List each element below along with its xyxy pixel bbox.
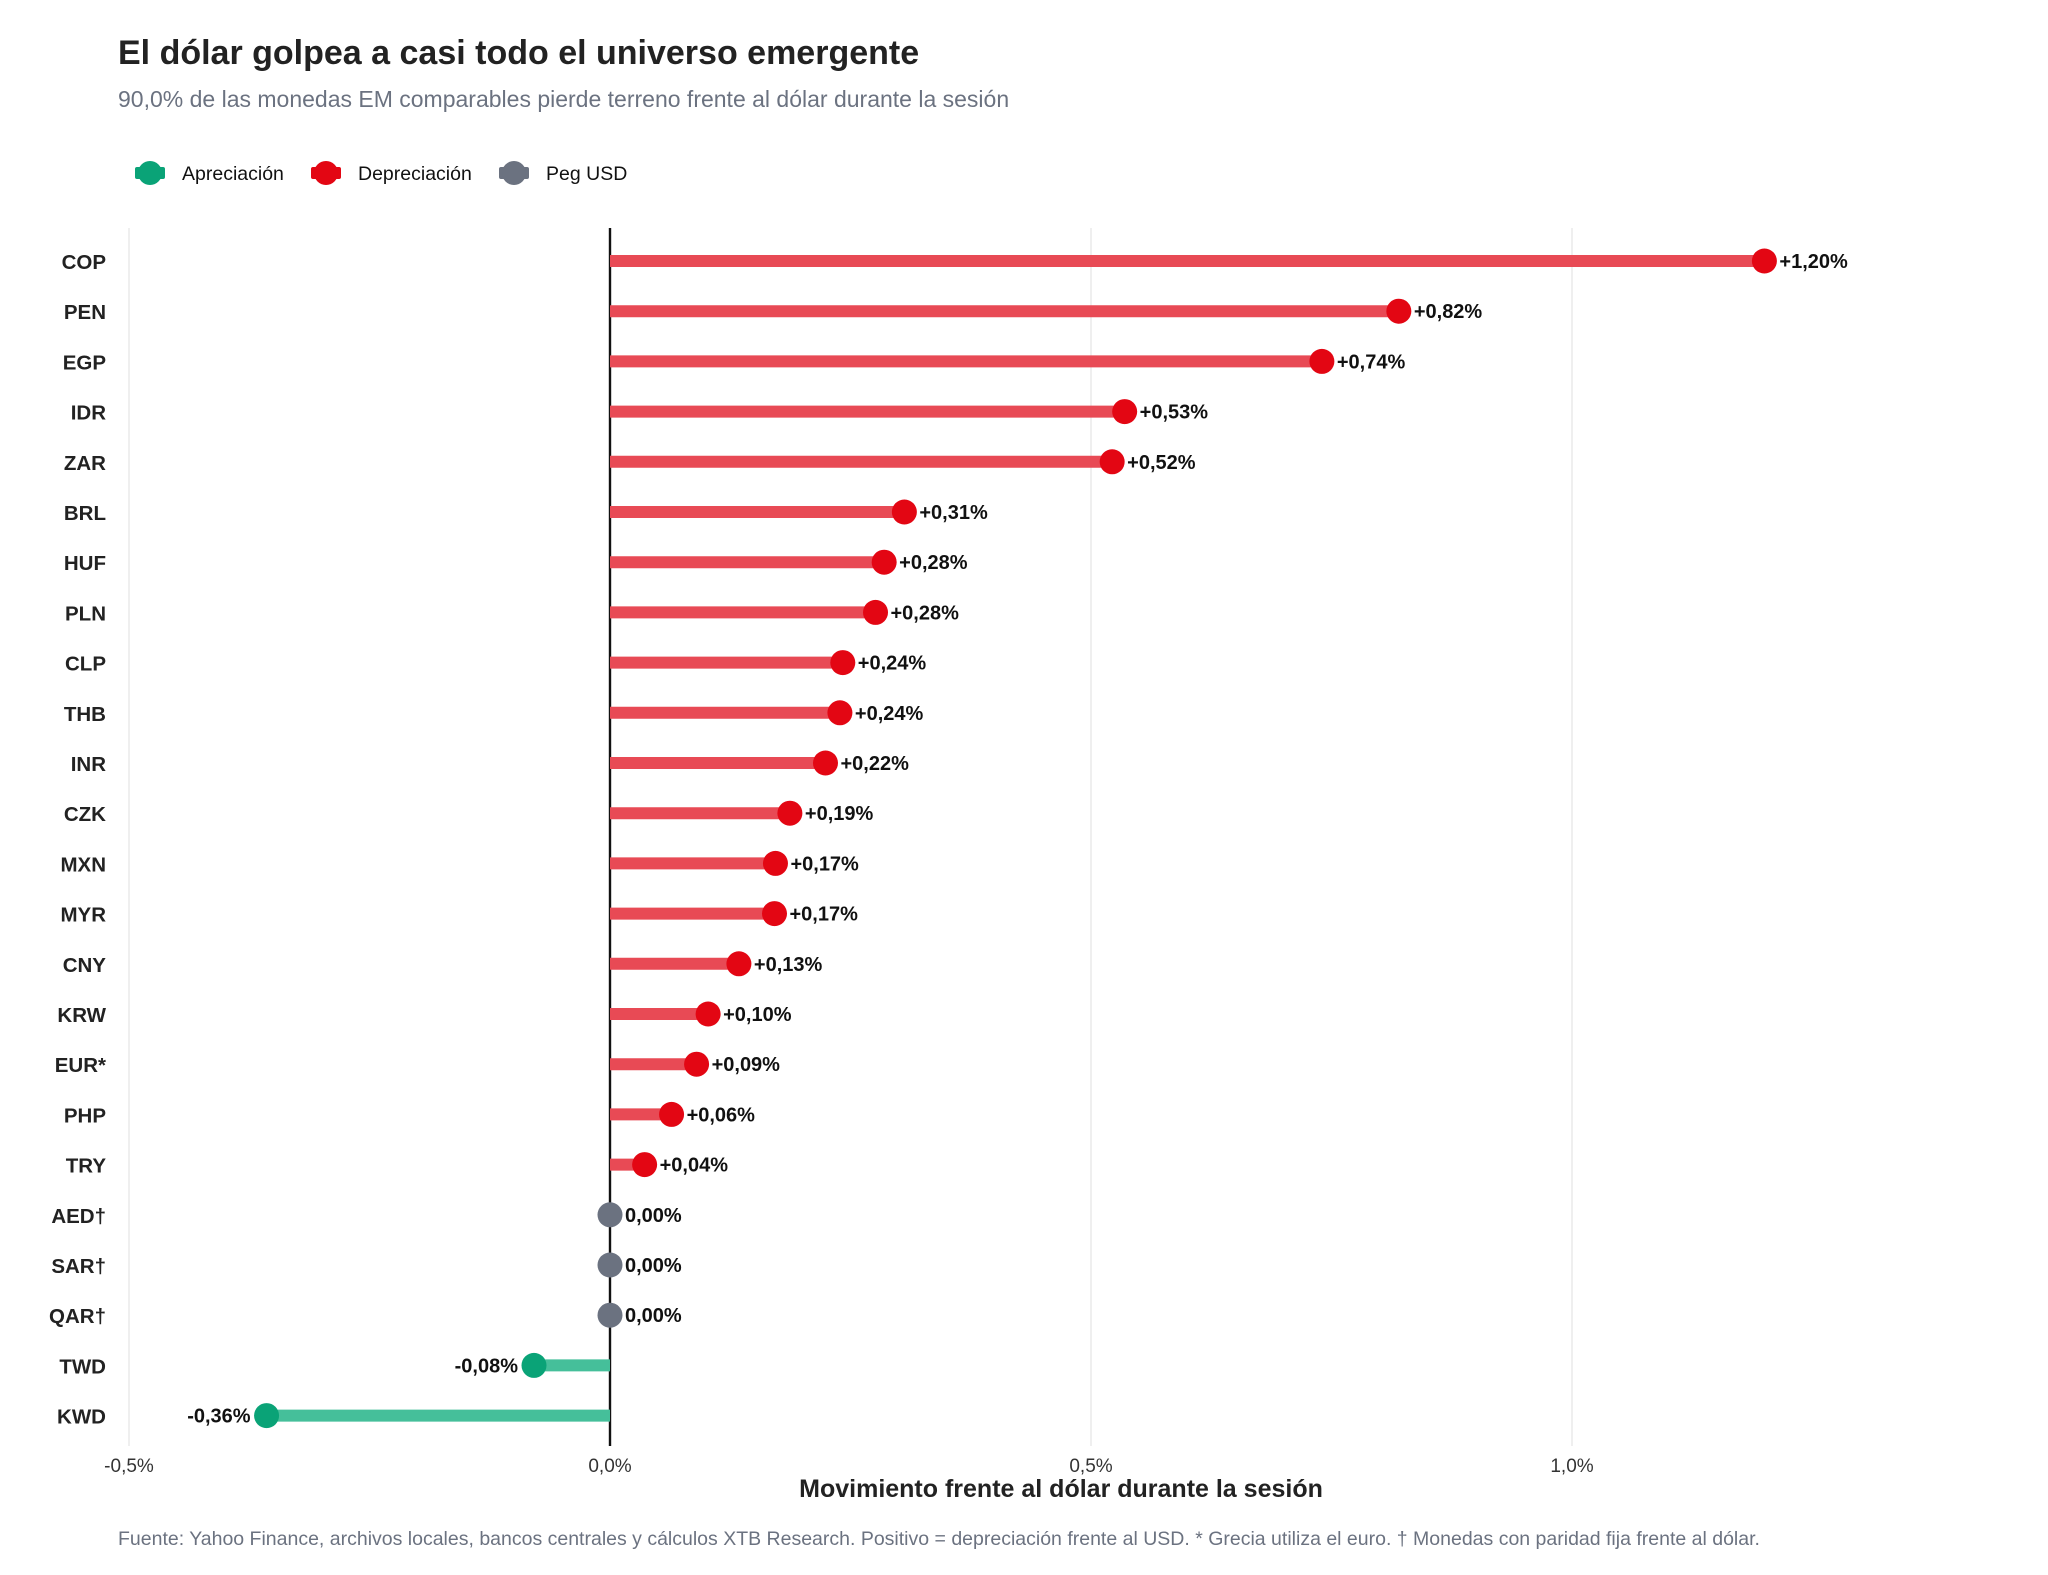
point-ZAR bbox=[1099, 449, 1125, 475]
category-label: PHP bbox=[64, 1104, 106, 1127]
point-KRW bbox=[695, 1001, 721, 1027]
category-label: TWD bbox=[59, 1355, 106, 1378]
value-label: +0,04% bbox=[660, 1155, 729, 1177]
category-label: KWD bbox=[57, 1406, 106, 1429]
value-label: +0,28% bbox=[899, 552, 968, 574]
point-AED† bbox=[597, 1202, 623, 1228]
value-labels: +1,20% +0,82% +0,74% +0,53% +0,52% +0,31% +0,2… bbox=[187, 251, 1848, 1428]
point-CNY bbox=[726, 951, 752, 977]
value-label: +0,52% bbox=[1127, 452, 1196, 474]
chart-subtitle: 90,0% de las monedas EM comparables pier… bbox=[118, 86, 1009, 112]
x-axis-title: Movimiento frente al dólar durante la se… bbox=[799, 1475, 1323, 1503]
point-TWD bbox=[521, 1352, 547, 1378]
point-COP bbox=[1751, 248, 1777, 274]
point-MXN bbox=[762, 850, 788, 876]
point-CZK bbox=[777, 800, 803, 826]
point-PLN bbox=[863, 599, 889, 625]
category-label: PEN bbox=[64, 301, 106, 324]
point-TRY bbox=[632, 1152, 658, 1178]
value-label: +0,24% bbox=[858, 653, 927, 675]
category-label: CLP bbox=[65, 653, 106, 676]
category-label: THB bbox=[64, 703, 106, 726]
point-KWD bbox=[254, 1403, 280, 1429]
category-label: HUF bbox=[64, 552, 106, 575]
chart-title: El dólar golpea a casi todo el universo … bbox=[118, 34, 919, 72]
legend-key-dot-peg bbox=[502, 161, 526, 185]
point-PHP bbox=[659, 1101, 685, 1127]
category-label: ZAR bbox=[64, 452, 106, 475]
point-HUF bbox=[871, 549, 897, 575]
category-label: EGP bbox=[63, 351, 106, 374]
category-label: INR bbox=[71, 753, 107, 776]
stems bbox=[266, 255, 1765, 1422]
grid-lines bbox=[128, 228, 1573, 1446]
category-label: TRY bbox=[66, 1155, 107, 1178]
point-BRL bbox=[891, 499, 917, 525]
category-label: MYR bbox=[60, 904, 106, 927]
value-label: +0,24% bbox=[855, 703, 924, 725]
value-label: +0,13% bbox=[754, 954, 823, 976]
value-label: 0,00% bbox=[625, 1205, 682, 1227]
data-points bbox=[254, 248, 1777, 1429]
category-label: BRL bbox=[64, 502, 106, 525]
value-label: -0,36% bbox=[187, 1406, 251, 1428]
legend: Apreciación Depreciación Peg USD bbox=[135, 161, 627, 185]
value-label: +0,31% bbox=[919, 502, 988, 524]
category-label: QAR† bbox=[49, 1305, 106, 1328]
category-label: COP bbox=[62, 251, 106, 274]
point-SAR† bbox=[597, 1252, 623, 1278]
category-label: CZK bbox=[64, 803, 106, 826]
category-label: SAR† bbox=[51, 1255, 106, 1278]
x-tick-labels: -0,5% 0,0% 0,5% 1,0% bbox=[104, 1456, 1594, 1477]
value-label: +0,28% bbox=[891, 602, 960, 624]
legend-label-depreciacion: Depreciación bbox=[358, 163, 472, 185]
point-QAR† bbox=[597, 1302, 623, 1328]
category-label: AED† bbox=[51, 1205, 106, 1228]
category-label: MXN bbox=[60, 853, 106, 876]
category-label: KRW bbox=[57, 1004, 106, 1027]
category-label: PLN bbox=[65, 602, 106, 625]
value-label: -0,08% bbox=[455, 1355, 519, 1377]
category-label: IDR bbox=[71, 402, 107, 425]
category-label: CNY bbox=[63, 954, 107, 977]
point-THB bbox=[827, 700, 853, 726]
value-label: +0,82% bbox=[1414, 301, 1483, 323]
point-IDR bbox=[1112, 399, 1138, 425]
value-label: +0,10% bbox=[723, 1004, 792, 1026]
value-label: +0,17% bbox=[790, 904, 859, 926]
value-label: +0,19% bbox=[805, 803, 874, 825]
category-label: EUR* bbox=[55, 1054, 106, 1077]
value-label: +0,06% bbox=[687, 1104, 756, 1126]
point-CLP bbox=[830, 650, 856, 676]
legend-label-peg: Peg USD bbox=[546, 163, 627, 185]
value-label: +0,53% bbox=[1140, 402, 1209, 424]
legend-key-dot-apreciacion bbox=[138, 161, 162, 185]
point-EGP bbox=[1309, 348, 1335, 374]
x-tick-label: 0,5% bbox=[1069, 1456, 1112, 1477]
value-label: +0,17% bbox=[790, 853, 859, 875]
value-label: +1,20% bbox=[1779, 251, 1848, 273]
legend-key-dot-depreciacion bbox=[314, 161, 338, 185]
category-labels: COP PEN EGP IDR ZAR BRL HUF PLN CLP THB INR CZK MXN M… bbox=[49, 251, 107, 1429]
x-tick-label: 1,0% bbox=[1550, 1456, 1593, 1477]
x-tick-label: 0,0% bbox=[588, 1456, 631, 1477]
value-label: 0,00% bbox=[625, 1255, 682, 1277]
point-INR bbox=[812, 750, 838, 776]
point-PEN bbox=[1386, 298, 1412, 324]
footnote: Fuente: Yahoo Finance, archivos locales,… bbox=[118, 1528, 1760, 1550]
x-tick-label: -0,5% bbox=[104, 1456, 154, 1477]
value-label: +0,74% bbox=[1337, 351, 1406, 373]
value-label: +0,09% bbox=[712, 1054, 781, 1076]
value-label: +0,22% bbox=[840, 753, 909, 775]
point-EUR* bbox=[684, 1051, 710, 1077]
value-label: 0,00% bbox=[625, 1305, 682, 1327]
legend-label-apreciacion: Apreciación bbox=[182, 163, 284, 185]
point-MYR bbox=[762, 901, 788, 927]
